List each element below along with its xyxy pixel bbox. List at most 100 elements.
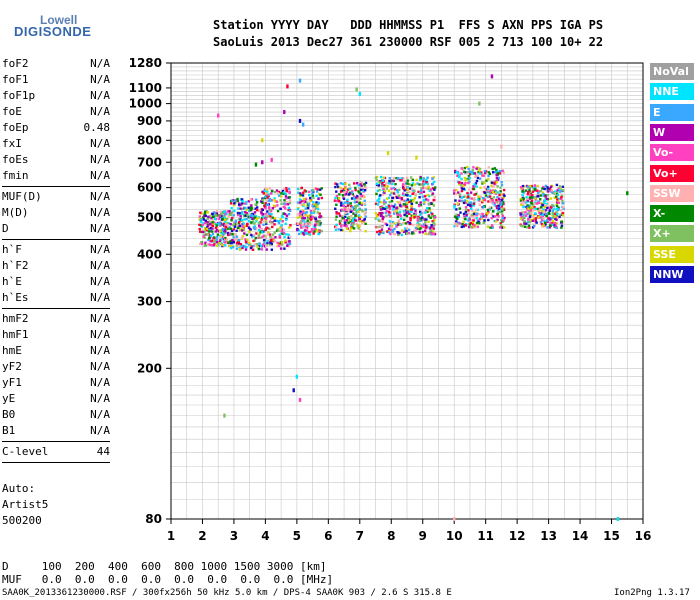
data-point <box>499 186 502 189</box>
data-point <box>347 221 350 224</box>
data-point <box>470 172 474 175</box>
data-point <box>358 207 362 211</box>
data-point <box>364 229 367 233</box>
data-point <box>258 224 261 227</box>
data-point <box>319 215 323 218</box>
data-point <box>245 242 248 245</box>
data-point <box>431 177 434 180</box>
data-point <box>225 238 229 241</box>
data-point <box>503 216 506 220</box>
data-point <box>409 217 412 220</box>
data-point <box>338 200 341 203</box>
data-point <box>304 211 307 215</box>
data-point <box>390 224 394 228</box>
data-point <box>298 212 302 215</box>
data-point <box>494 191 497 194</box>
data-point <box>247 200 251 203</box>
data-point <box>399 204 402 207</box>
data-point <box>338 196 341 200</box>
data-point <box>287 208 290 212</box>
data-point <box>529 212 533 215</box>
data-point <box>496 218 499 222</box>
data-point <box>400 179 404 182</box>
data-point <box>318 212 321 215</box>
data-point <box>344 193 347 196</box>
data-point <box>224 218 228 221</box>
data-point <box>408 190 411 193</box>
data-point <box>426 198 430 202</box>
data-point <box>393 203 397 206</box>
data-point <box>495 168 498 172</box>
data-point <box>467 167 470 171</box>
data-point <box>206 224 209 228</box>
data-point <box>426 233 429 236</box>
data-point <box>266 226 269 230</box>
data-point <box>281 189 285 193</box>
data-point <box>305 229 309 232</box>
data-point <box>381 207 384 211</box>
data-point <box>404 209 408 212</box>
data-point <box>432 198 435 202</box>
data-point <box>468 180 471 183</box>
data-point <box>540 222 544 226</box>
data-point <box>202 218 206 221</box>
data-point <box>403 222 406 225</box>
data-point <box>316 211 320 214</box>
data-point <box>403 194 406 197</box>
data-point <box>249 243 252 246</box>
data-point <box>228 213 231 216</box>
data-point <box>317 197 320 201</box>
data-point <box>387 189 391 192</box>
data-point <box>264 217 268 221</box>
data-point <box>224 236 227 240</box>
data-point <box>491 199 495 202</box>
data-point <box>531 219 535 222</box>
data-point <box>487 178 490 181</box>
data-point <box>561 211 565 215</box>
data-point <box>233 202 236 205</box>
data-point <box>357 214 361 217</box>
data-point <box>341 193 345 197</box>
param-row: foF1 N/A <box>2 72 110 88</box>
data-point <box>275 200 279 203</box>
data-point <box>262 239 266 242</box>
data-point <box>299 215 302 218</box>
data-point <box>495 198 498 202</box>
data-point <box>233 203 236 207</box>
data-point <box>285 200 288 204</box>
data-point <box>428 209 432 212</box>
data-point <box>342 188 345 191</box>
data-point <box>529 193 532 197</box>
data-point <box>199 211 202 214</box>
data-point <box>552 216 555 219</box>
data-point <box>396 212 399 215</box>
data-point <box>487 218 490 222</box>
data-point <box>552 192 556 195</box>
data-point <box>412 199 415 203</box>
data-point <box>254 214 258 218</box>
data-point <box>454 188 458 192</box>
data-point <box>414 226 418 230</box>
data-point <box>430 193 434 197</box>
data-point <box>531 226 535 229</box>
data-point <box>402 192 405 195</box>
data-point <box>354 206 357 209</box>
data-point <box>537 191 540 195</box>
data-point <box>523 222 526 225</box>
data-point <box>474 223 478 227</box>
data-point <box>457 221 460 225</box>
data-point <box>419 189 423 192</box>
data-point <box>493 181 496 185</box>
data-point <box>250 221 253 224</box>
data-point <box>488 208 492 211</box>
data-point <box>339 219 343 222</box>
param-row: M(D) N/A <box>2 205 110 221</box>
data-point <box>526 212 529 216</box>
data-point <box>222 221 226 225</box>
data-point <box>211 215 215 219</box>
data-point <box>201 222 205 225</box>
data-point <box>266 231 270 234</box>
data-point <box>260 210 263 214</box>
data-point <box>260 218 263 221</box>
data-point <box>537 201 541 204</box>
